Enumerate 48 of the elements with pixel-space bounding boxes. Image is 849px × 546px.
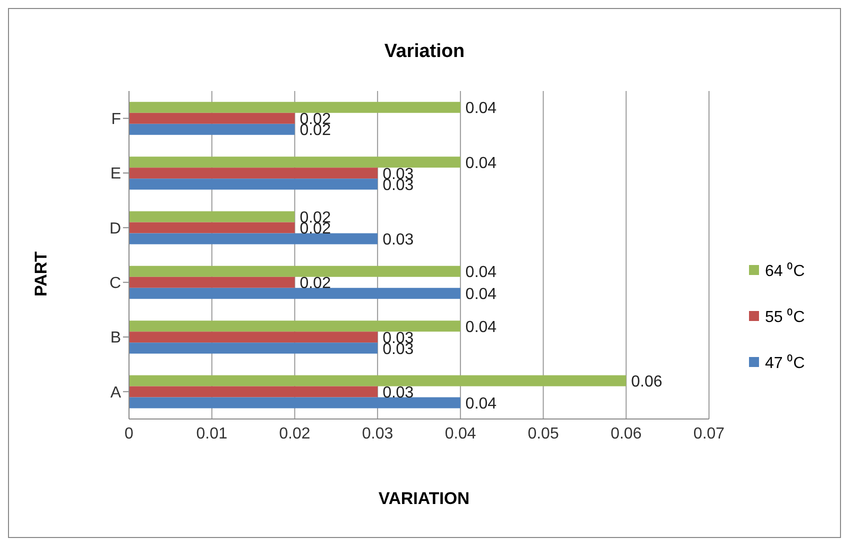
bar	[129, 320, 460, 332]
data-label: 0.04	[465, 395, 497, 412]
x-tick-label: 0.01	[196, 425, 228, 442]
data-label: 0.03	[382, 384, 414, 402]
y-tick-label: C	[109, 275, 121, 292]
bar	[129, 178, 378, 190]
x-tick-label: 0.05	[528, 425, 559, 442]
bar	[129, 332, 378, 343]
bar	[129, 386, 378, 398]
data-label: 0.04	[465, 318, 497, 336]
bar	[129, 102, 460, 113]
data-label: 0.03	[382, 231, 414, 248]
chart-title: Variation	[383, 41, 466, 63]
y-axis-title: PART	[32, 251, 52, 297]
bar	[129, 276, 295, 288]
bar	[129, 124, 295, 135]
bar	[129, 168, 378, 179]
bar	[129, 375, 626, 386]
data-label: 0.04	[465, 154, 497, 172]
data-label: 0.04	[465, 264, 497, 282]
x-tick-label: 0.06	[610, 425, 642, 442]
x-tick-label: 0.04	[444, 425, 476, 442]
data-label: 0.04	[465, 100, 497, 118]
y-tick-label: E	[110, 166, 121, 183]
legend-label: 55 ⁰C	[765, 307, 805, 327]
x-tick-label: 0.07	[693, 425, 725, 442]
x-tick-label: 0	[124, 425, 134, 442]
bar	[129, 233, 378, 244]
bar	[129, 397, 460, 408]
x-tick-label: 0.02	[279, 425, 310, 442]
bar	[129, 112, 295, 124]
y-tick-label: F	[111, 111, 122, 128]
data-label: 0.02	[300, 275, 331, 292]
legend-label: 64 ⁰C	[765, 261, 805, 281]
bar	[129, 222, 295, 234]
bar	[129, 211, 295, 222]
bar	[129, 266, 460, 277]
bar	[129, 342, 378, 354]
data-label: 0.06	[631, 373, 662, 390]
y-tick-label: A	[110, 384, 122, 402]
y-tick-label: B	[110, 330, 121, 347]
x-axis-title: VARIATION	[378, 489, 470, 509]
data-label: 0.04	[465, 286, 497, 304]
x-tick-label: 0.03	[362, 425, 394, 442]
bar	[129, 288, 460, 299]
bar	[129, 156, 460, 168]
y-tick-label: D	[109, 220, 121, 238]
legend-label: 47 ⁰C	[765, 353, 805, 373]
